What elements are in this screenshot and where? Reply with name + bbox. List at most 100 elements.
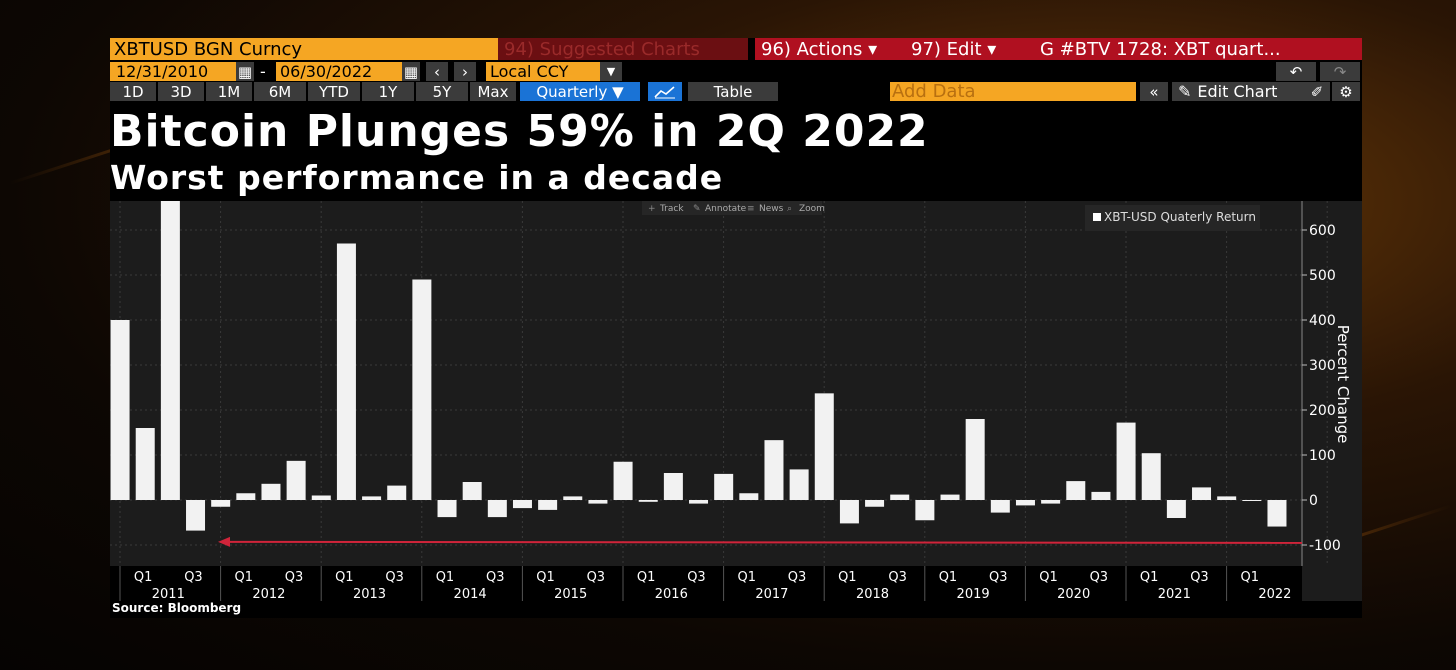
bar: [211, 500, 231, 507]
x-year-label: 2016: [655, 587, 688, 601]
period-5y[interactable]: 5Y: [416, 82, 468, 101]
x-tick-label: Q1: [737, 570, 756, 585]
tool-icon: +: [648, 204, 656, 214]
period-1d[interactable]: 1D: [110, 82, 156, 101]
annotation-arrow: [227, 540, 1303, 544]
date-range-bar: 12/31/2010 ▦ - 06/30/2022 ▦ ‹ › Local CC…: [110, 62, 1362, 81]
x-tick-label: Q1: [234, 570, 253, 585]
x-tick-label: Q3: [385, 570, 404, 585]
bar: [689, 500, 709, 504]
next-period-button[interactable]: ›: [454, 62, 476, 81]
bar: [814, 393, 834, 500]
period-6m[interactable]: 6M: [254, 82, 306, 101]
chart-subtitle: Worst performance in a decade: [110, 158, 724, 197]
add-data-input[interactable]: Add Data: [890, 82, 1136, 101]
y-tick-label: 100: [1309, 448, 1336, 464]
pencil-icon: ✎: [1178, 82, 1192, 101]
period-max[interactable]: Max: [470, 82, 516, 101]
x-year-label: 2014: [454, 587, 487, 601]
bar: [362, 496, 382, 500]
x-year-label: 2022: [1258, 587, 1291, 601]
x-tick-label: Q1: [838, 570, 857, 585]
period-1y[interactable]: 1Y: [362, 82, 414, 101]
x-tick-label: Q3: [184, 570, 203, 585]
x-tick-label: Q1: [637, 570, 656, 585]
prev-period-button[interactable]: ‹: [426, 62, 448, 81]
source-note: Source: Bloomberg: [112, 601, 242, 615]
bar: [538, 500, 558, 510]
x-year-label: 2012: [252, 587, 285, 601]
legend-label: XBT-USD Quaterly Return: [1104, 210, 1256, 224]
bar: [1116, 422, 1136, 500]
y-tick-label: 200: [1309, 403, 1336, 419]
bar: [663, 473, 683, 500]
undo-icon[interactable]: ↶: [1276, 62, 1316, 81]
calendar-icon[interactable]: ▦: [402, 62, 420, 81]
legend-box: [1085, 205, 1260, 231]
bar: [890, 494, 910, 500]
x-tick-label: Q3: [285, 570, 304, 585]
bar: [1267, 500, 1287, 527]
bar: [865, 500, 885, 507]
tool-icon: ✎: [693, 204, 701, 214]
table-button[interactable]: Table: [688, 82, 778, 101]
period-3d[interactable]: 3D: [158, 82, 204, 101]
bar: [236, 493, 256, 500]
x-year-label: 2015: [554, 587, 587, 601]
x-tick-label: Q3: [989, 570, 1008, 585]
ticker-field[interactable]: XBTUSD BGN Curncy: [110, 38, 499, 60]
bar: [311, 495, 331, 500]
bar: [1091, 491, 1111, 500]
x-tick-label: Q3: [587, 570, 606, 585]
x-axis-band: [110, 566, 1302, 601]
bar: [437, 500, 457, 518]
currency-select[interactable]: Local CCY: [486, 62, 600, 81]
annotate-icon[interactable]: ✐: [1304, 82, 1330, 101]
bar: [1066, 481, 1086, 500]
bar: [135, 428, 155, 500]
suggested-charts-button[interactable]: 94) Suggested Charts: [498, 38, 748, 60]
redo-icon[interactable]: ↷: [1320, 62, 1360, 81]
y-tick-label: -100: [1309, 538, 1341, 554]
edit-menu[interactable]: 97) Edit ▾: [905, 38, 1023, 60]
bar: [563, 496, 583, 500]
x-tick-label: Q3: [687, 570, 706, 585]
gear-icon[interactable]: ⚙: [1332, 82, 1360, 101]
tool-news: News: [759, 204, 784, 214]
y-tick-label: 600: [1309, 223, 1336, 239]
bar: [336, 243, 356, 500]
y-axis-label: Percent Change: [1334, 325, 1352, 444]
line-chart-icon[interactable]: [648, 82, 682, 101]
actions-menu[interactable]: 96) Actions ▾: [755, 38, 909, 60]
edit-chart-button[interactable]: ✎ Edit Chart: [1172, 82, 1306, 101]
x-tick-label: Q3: [888, 570, 907, 585]
bar: [1141, 453, 1161, 500]
bar: [739, 493, 759, 500]
legend: XBT-USD Quaterly Return: [1085, 205, 1260, 231]
calendar-icon[interactable]: ▦: [236, 62, 254, 81]
bar: [110, 320, 130, 500]
start-date-input[interactable]: 12/31/2010: [110, 62, 236, 81]
period-ytd[interactable]: YTD: [308, 82, 360, 101]
tool-icon: ⌕: [787, 204, 792, 214]
bar: [462, 482, 482, 500]
period-1m[interactable]: 1M: [206, 82, 252, 101]
bar: [160, 201, 180, 500]
x-tick-label: Q3: [486, 570, 505, 585]
bar: [1015, 500, 1035, 506]
chart-area: 600 500 400 300 200 100 0 -100 Q1 Q3 2011 Q1 Q3 2012…: [110, 201, 1362, 602]
tool-zoom: Zoom: [799, 204, 825, 214]
frequency-select[interactable]: Quarterly ▼: [520, 82, 640, 101]
x-year-label: 2020: [1057, 587, 1090, 601]
x-year-label: 2019: [957, 587, 990, 601]
chevron-down-icon[interactable]: ▼: [600, 62, 622, 81]
end-date-input[interactable]: 06/30/2022: [276, 62, 402, 81]
edit-chart-label: Edit Chart: [1197, 82, 1278, 101]
x-tick-label: Q1: [939, 570, 958, 585]
period-bar: 1D 3D 1M 6M YTD 1Y 5Y Max Quarterly ▼ Ta…: [110, 82, 1362, 101]
date-separator: -: [260, 62, 266, 81]
legend-swatch: [1093, 213, 1101, 221]
bar: [714, 473, 734, 500]
bar: [1192, 487, 1212, 500]
collapse-icon[interactable]: «: [1140, 82, 1168, 101]
